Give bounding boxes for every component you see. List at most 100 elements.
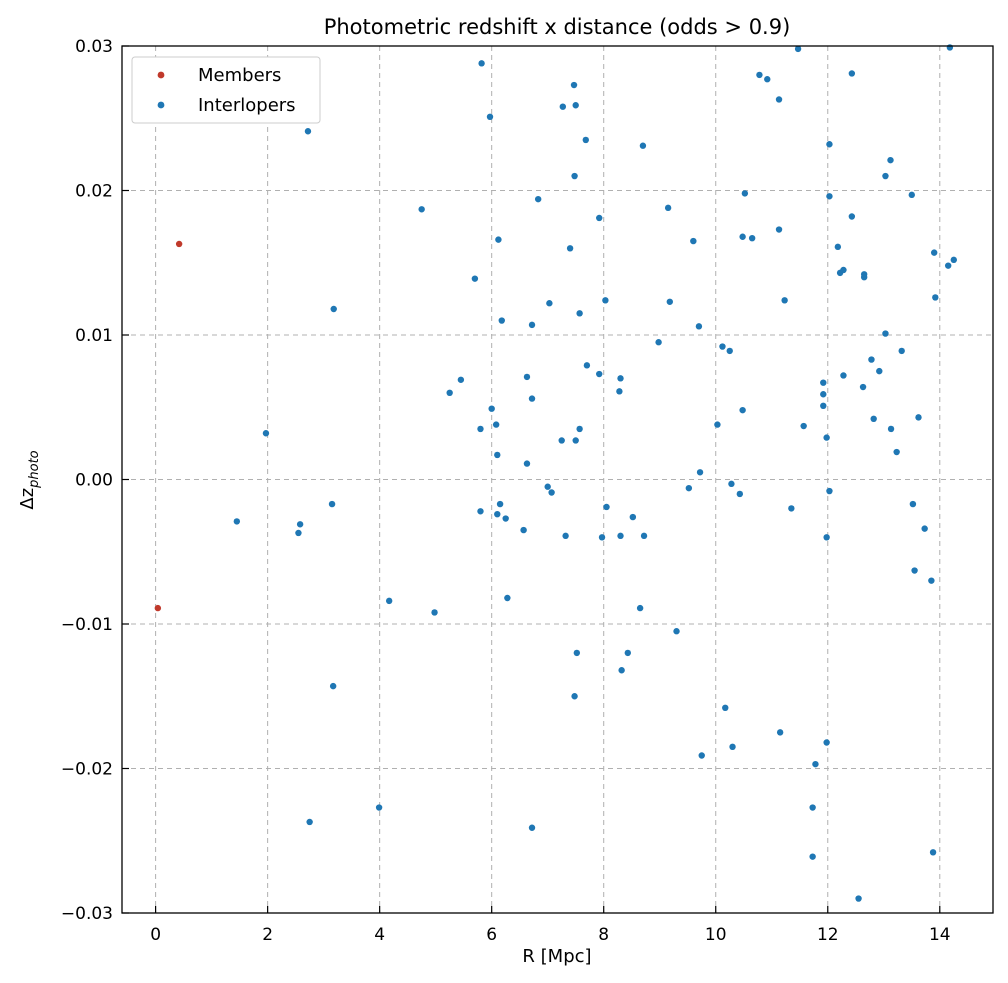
scatter-point-interlopers <box>695 323 703 330</box>
scatter-point-interlopers <box>893 448 900 456</box>
legend: Members Interlopers <box>131 56 321 124</box>
scatter-point-interlopers <box>775 226 783 233</box>
scatter-point-interlopers <box>690 237 697 245</box>
scatter-point-interlopers <box>868 356 875 363</box>
scatter-point-interlopers <box>921 525 928 532</box>
scatter-point-interlopers <box>496 500 504 508</box>
scatter-point-interlopers <box>820 402 827 410</box>
scatter-point-interlopers <box>788 505 795 512</box>
scatter-point-interlopers <box>571 172 578 180</box>
scatter-point-interlopers <box>915 414 922 421</box>
scatter-point-interlopers <box>559 103 567 110</box>
scatter-point-interlopers <box>296 521 304 528</box>
scatter-point-interlopers <box>616 388 623 395</box>
scatter-point-interlopers <box>666 298 674 305</box>
y-tick-label: 0.02 <box>75 182 113 202</box>
y-tick-label: 0.01 <box>75 326 113 346</box>
scatter-point-interlopers <box>534 195 542 203</box>
scatter-point-interlopers <box>882 330 889 337</box>
y-tick-label: 0.00 <box>75 471 113 491</box>
scatter-point-interlopers <box>566 245 574 252</box>
scatter-point-interlopers <box>602 297 609 304</box>
scatter-point-interlopers <box>840 266 847 274</box>
scatter-point-interlopers <box>494 510 501 518</box>
scatter-point-interlopers <box>823 739 830 746</box>
scatter-point-interlopers <box>528 824 536 831</box>
scatter-point-members <box>175 240 183 248</box>
scatter-point-interlopers <box>639 142 647 149</box>
scatter-point-interlopers <box>596 370 603 378</box>
scatter-point-interlopers <box>375 804 383 811</box>
scatter-point-interlopers <box>431 609 438 616</box>
x-tick-label: 0 <box>150 925 161 945</box>
scatter-point-interlopers <box>722 704 729 712</box>
scatter-point-interlopers <box>756 71 763 79</box>
scatter-point-interlopers <box>764 76 771 83</box>
x-tick-label: 14 <box>929 925 951 945</box>
scatter-point-interlopers <box>495 236 502 243</box>
legend-label-members: Members <box>198 65 281 86</box>
scatter-point-interlopers <box>776 729 784 736</box>
scatter-point-interlopers <box>826 487 833 495</box>
x-tick-label: 12 <box>817 925 839 945</box>
scatter-point-interlopers <box>523 460 531 467</box>
y-tick-label: −0.02 <box>61 760 113 780</box>
scatter-point-interlopers <box>576 425 583 433</box>
scatter-point-interlopers <box>329 682 337 690</box>
axis-ticks: 0 2 4 6 8 10 12 14 −0.03 −0.02 −0.01 0.00 0.01 0.02 0.… <box>61 37 951 945</box>
scatter-point-interlopers <box>739 406 746 414</box>
legend-label-interlopers: Interlopers <box>198 95 296 116</box>
grid-lines <box>122 46 993 913</box>
scatter-point-interlopers <box>775 96 783 103</box>
scatter-point-interlopers <box>477 508 484 515</box>
scatter-point-interlopers <box>498 317 505 324</box>
scatter-point-interlopers <box>492 421 500 428</box>
scatter-point-interlopers <box>728 480 735 488</box>
scatter-point-interlopers <box>929 849 937 856</box>
scatter-point-interlopers <box>809 853 816 860</box>
scatter-point-interlopers <box>233 518 241 525</box>
scatter-point-interlopers <box>909 500 917 508</box>
scatter-point-interlopers <box>546 300 553 307</box>
scatter-point-interlopers <box>629 513 637 521</box>
scatter-point-interlopers <box>572 102 579 109</box>
scatter-point-interlopers <box>583 362 591 369</box>
scatter-point-interlopers <box>882 172 889 180</box>
scatter-point-interlopers <box>618 667 625 674</box>
scatter-point-interlopers <box>944 262 952 269</box>
data-points <box>154 44 957 902</box>
x-tick-label: 6 <box>486 925 497 945</box>
scatter-point-interlopers <box>488 405 495 412</box>
scatter-point-interlopers <box>860 274 868 281</box>
scatter-point-interlopers <box>446 389 453 396</box>
scatter-point-interlopers <box>636 604 644 612</box>
scatter-point-interlopers <box>840 372 847 379</box>
scatter-point-interlopers <box>418 206 425 213</box>
scatter-point-interlopers <box>719 343 726 350</box>
y-tick-label: 0.03 <box>75 37 113 57</box>
scatter-point-interlopers <box>664 204 672 212</box>
scatter-point-interlopers <box>295 529 302 537</box>
scatter-point-interlopers <box>870 415 877 423</box>
scatter-point-interlopers <box>898 347 905 355</box>
scatter-point-interlopers <box>848 70 856 77</box>
scatter-point-interlopers <box>834 243 842 251</box>
scatter-point-interlopers <box>523 373 531 381</box>
scatter-point-interlopers <box>908 191 915 199</box>
scatter-point-interlopers <box>598 534 606 541</box>
scatter-point-interlopers <box>573 649 581 657</box>
scatter-point-interlopers <box>946 44 954 51</box>
scatter-point-interlopers <box>736 490 744 498</box>
scatter-point-interlopers <box>571 693 578 700</box>
scatter-point-interlopers <box>596 214 603 222</box>
scatter-point-interlopers <box>685 484 693 492</box>
scatter-point-interlopers <box>876 367 883 375</box>
scatter-point-interlopers <box>673 628 680 635</box>
scatter-point-interlopers <box>812 760 819 768</box>
scatter-point-interlopers <box>494 451 501 459</box>
scatter-point-interlopers <box>848 213 856 220</box>
y-tick-label: −0.03 <box>61 904 113 924</box>
scatter-point-interlopers <box>328 500 336 508</box>
